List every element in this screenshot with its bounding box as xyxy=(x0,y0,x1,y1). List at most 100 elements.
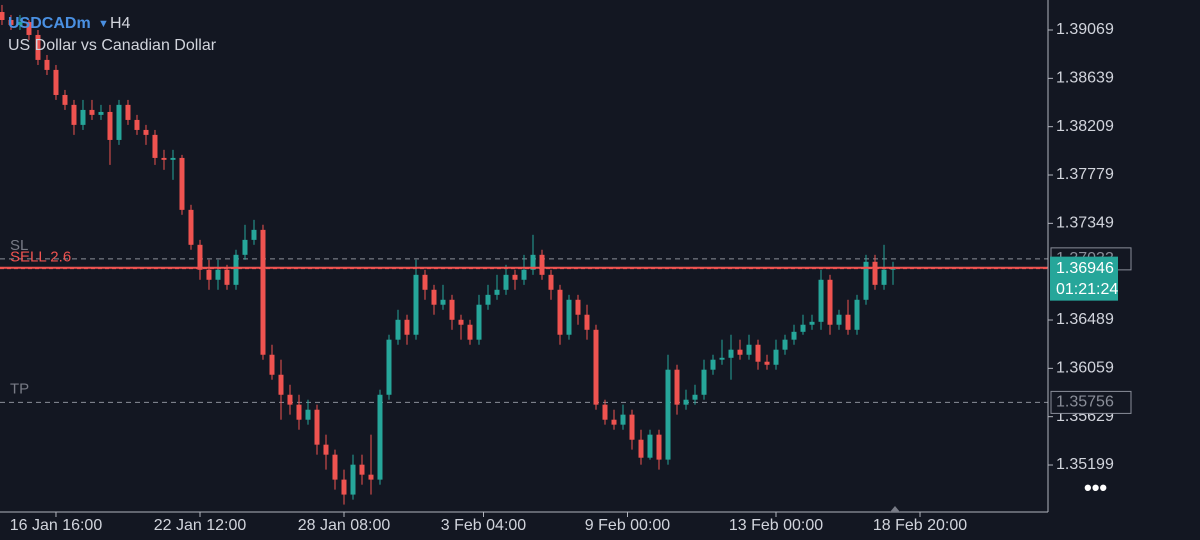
x-tick-label: 3 Feb 04:00 xyxy=(441,517,527,534)
x-tick-label: 22 Jan 12:00 xyxy=(154,517,247,534)
candle-body xyxy=(719,357,725,360)
candle-body xyxy=(854,299,860,330)
candle-body xyxy=(593,329,599,405)
candle-body xyxy=(746,344,752,355)
candle-body xyxy=(170,157,176,160)
candle-body xyxy=(215,269,221,280)
more-menu[interactable]: ••• xyxy=(1084,475,1107,500)
candle-body xyxy=(602,404,608,420)
candle-body xyxy=(836,314,842,325)
candle-body xyxy=(809,321,815,325)
candle-body xyxy=(287,394,293,405)
candle-body xyxy=(575,299,581,315)
last-price: 1.36946 xyxy=(1056,260,1114,277)
candle-body xyxy=(206,269,212,280)
candle-body xyxy=(449,299,455,320)
candle-body xyxy=(710,359,716,370)
candle-body xyxy=(494,289,500,295)
bar-countdown: 01:21:24 xyxy=(1056,281,1118,298)
candle-body xyxy=(458,319,464,325)
candle-body xyxy=(332,454,338,480)
y-tick-label: 1.38639 xyxy=(1056,70,1114,87)
candle-body xyxy=(71,104,77,125)
candle-body xyxy=(260,229,266,355)
candle-body xyxy=(548,274,554,290)
candle-body xyxy=(638,439,644,458)
y-tick-label: 1.37779 xyxy=(1056,166,1114,183)
candle-body xyxy=(728,349,734,358)
timeframe[interactable]: H4 xyxy=(110,15,131,32)
candle-body xyxy=(143,129,149,135)
y-tick-label: 1.39069 xyxy=(1056,21,1114,38)
plot-area: SL TP SELL 2.6 xyxy=(0,4,1048,505)
candle-body xyxy=(764,361,770,365)
y-tick-label: 1.38209 xyxy=(1056,118,1114,135)
candle-body xyxy=(296,404,302,420)
candle-body xyxy=(512,274,518,280)
candle-body xyxy=(359,464,365,475)
candle-body xyxy=(98,111,104,115)
candle-body xyxy=(620,414,626,425)
candle-body xyxy=(422,274,428,290)
candle-body xyxy=(0,12,5,21)
candle-body xyxy=(269,354,275,375)
candle-body xyxy=(368,474,374,480)
candle-body xyxy=(584,314,590,330)
candle-body xyxy=(827,279,833,325)
candle-body xyxy=(35,34,41,60)
x-tick-label: 16 Jan 16:00 xyxy=(10,517,103,534)
candle-body xyxy=(89,109,95,115)
candle-body xyxy=(503,274,509,290)
candle-body xyxy=(152,134,158,158)
candle-body xyxy=(377,394,383,480)
candle-body xyxy=(674,369,680,405)
candle-body xyxy=(485,294,491,305)
candle-body xyxy=(44,59,50,70)
candle-body xyxy=(683,399,689,405)
candle-body xyxy=(782,339,788,350)
subtitle: US Dollar vs Canadian Dollar xyxy=(8,37,217,54)
symbol[interactable]: USDCADm xyxy=(8,15,91,32)
candle-body xyxy=(539,254,545,275)
candle-body xyxy=(845,314,851,330)
symbol-dropdown-icon[interactable]: ▼ xyxy=(98,18,109,30)
candle-body xyxy=(431,289,437,305)
candle-body xyxy=(692,394,698,400)
y-tick-label: 1.36489 xyxy=(1056,311,1114,328)
x-tick-label: 13 Feb 00:00 xyxy=(729,517,823,534)
x-tick-label: 18 Feb 20:00 xyxy=(873,517,967,534)
candle-body xyxy=(341,479,347,495)
candle-body xyxy=(395,319,401,340)
candle-body xyxy=(467,324,473,340)
candle-body xyxy=(647,434,653,458)
candle-body xyxy=(881,269,887,285)
candle-body xyxy=(737,349,743,355)
candle-body xyxy=(566,299,572,335)
level-price-box xyxy=(1050,390,1132,414)
candle-body xyxy=(116,104,122,140)
y-tick-label: 1.35199 xyxy=(1056,456,1114,473)
candle-body xyxy=(125,104,131,120)
candle-body xyxy=(197,244,203,270)
candle-body xyxy=(773,349,779,365)
candle-body xyxy=(278,374,284,395)
candle-body xyxy=(791,331,797,340)
candle-body xyxy=(134,119,140,130)
candle-body xyxy=(557,289,563,335)
candle-body xyxy=(890,268,896,270)
candle-body xyxy=(404,319,410,335)
candle-body xyxy=(8,20,14,25)
level-price: 1.35756 xyxy=(1056,394,1114,411)
candle-body xyxy=(161,157,167,160)
level-name: TP xyxy=(10,380,29,397)
candle-body xyxy=(872,261,878,285)
candle-body xyxy=(629,414,635,440)
candle-body xyxy=(323,444,329,455)
y-tick-label: 1.37349 xyxy=(1056,215,1114,232)
candle-body xyxy=(665,369,671,460)
candle-body xyxy=(305,409,311,420)
candle-body xyxy=(701,369,707,395)
candle-body xyxy=(314,409,320,445)
candle-body xyxy=(17,22,23,25)
